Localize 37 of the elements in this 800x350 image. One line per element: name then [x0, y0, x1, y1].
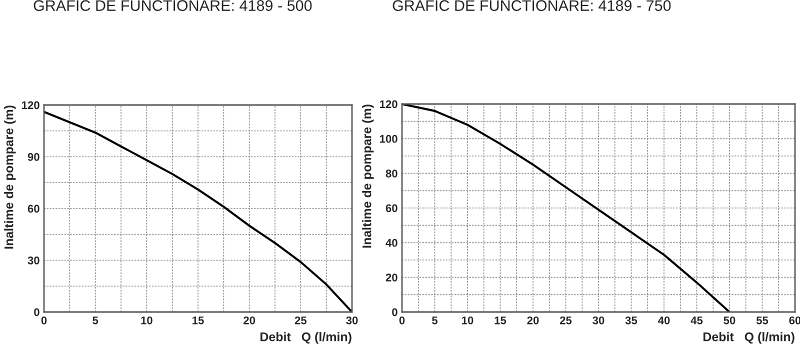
y-tick-label: 100 [380, 134, 398, 143]
x-axis-title: Debit Q (l/min) [703, 332, 794, 344]
x-tick-label: 50 [724, 316, 736, 324]
x-tick-label: 15 [192, 316, 204, 324]
x-tick-label: 15 [494, 316, 506, 324]
x-tick-label: 30 [346, 316, 358, 324]
x-tick-label: 25 [560, 316, 572, 324]
x-tick-label: 30 [592, 316, 604, 324]
x-tick-label: 5 [92, 316, 98, 324]
x-tick-label: 0 [41, 316, 47, 324]
x-tick-label: 0 [399, 316, 405, 324]
chart-title: GRAFIC DE FUNCTIONARE: 4189 - 750 [392, 0, 671, 11]
y-tick-label: 20 [386, 274, 398, 282]
y-tick-label: 0 [34, 308, 40, 316]
x-tick-label: 25 [294, 316, 307, 324]
y-tick-label: 60 [386, 204, 398, 212]
y-tick-label: 120 [380, 100, 398, 108]
x-tick-label: 55 [756, 316, 768, 324]
y-tick-label: 60 [28, 204, 40, 213]
x-tick-label: 20 [527, 316, 539, 324]
y-tick-label: 30 [28, 256, 40, 264]
chart-title: GRAFIC DE FUNCTIONARE: 4189 - 500 [34, 0, 312, 11]
x-axis-title: Debit Q (l/min) [260, 332, 352, 344]
y-tick-label: 90 [28, 153, 40, 161]
y-tick-label: 80 [386, 170, 398, 178]
x-tick-label: 10 [141, 316, 152, 324]
x-tick-label: 40 [658, 316, 670, 324]
x-tick-label: 10 [462, 316, 474, 324]
x-tick-label: 5 [432, 316, 438, 324]
y-tick-label: 120 [22, 101, 40, 110]
y-tick-label: 0 [392, 308, 398, 316]
y-axis-title: Inaltime de pompare (m) [4, 106, 16, 249]
x-tick-label: 45 [690, 316, 703, 324]
x-tick-label: 35 [625, 316, 638, 324]
y-axis-title: Inaltime de pompare (m) [362, 104, 374, 248]
y-tick-label: 40 [386, 238, 398, 247]
x-tick-label: 20 [244, 316, 256, 324]
